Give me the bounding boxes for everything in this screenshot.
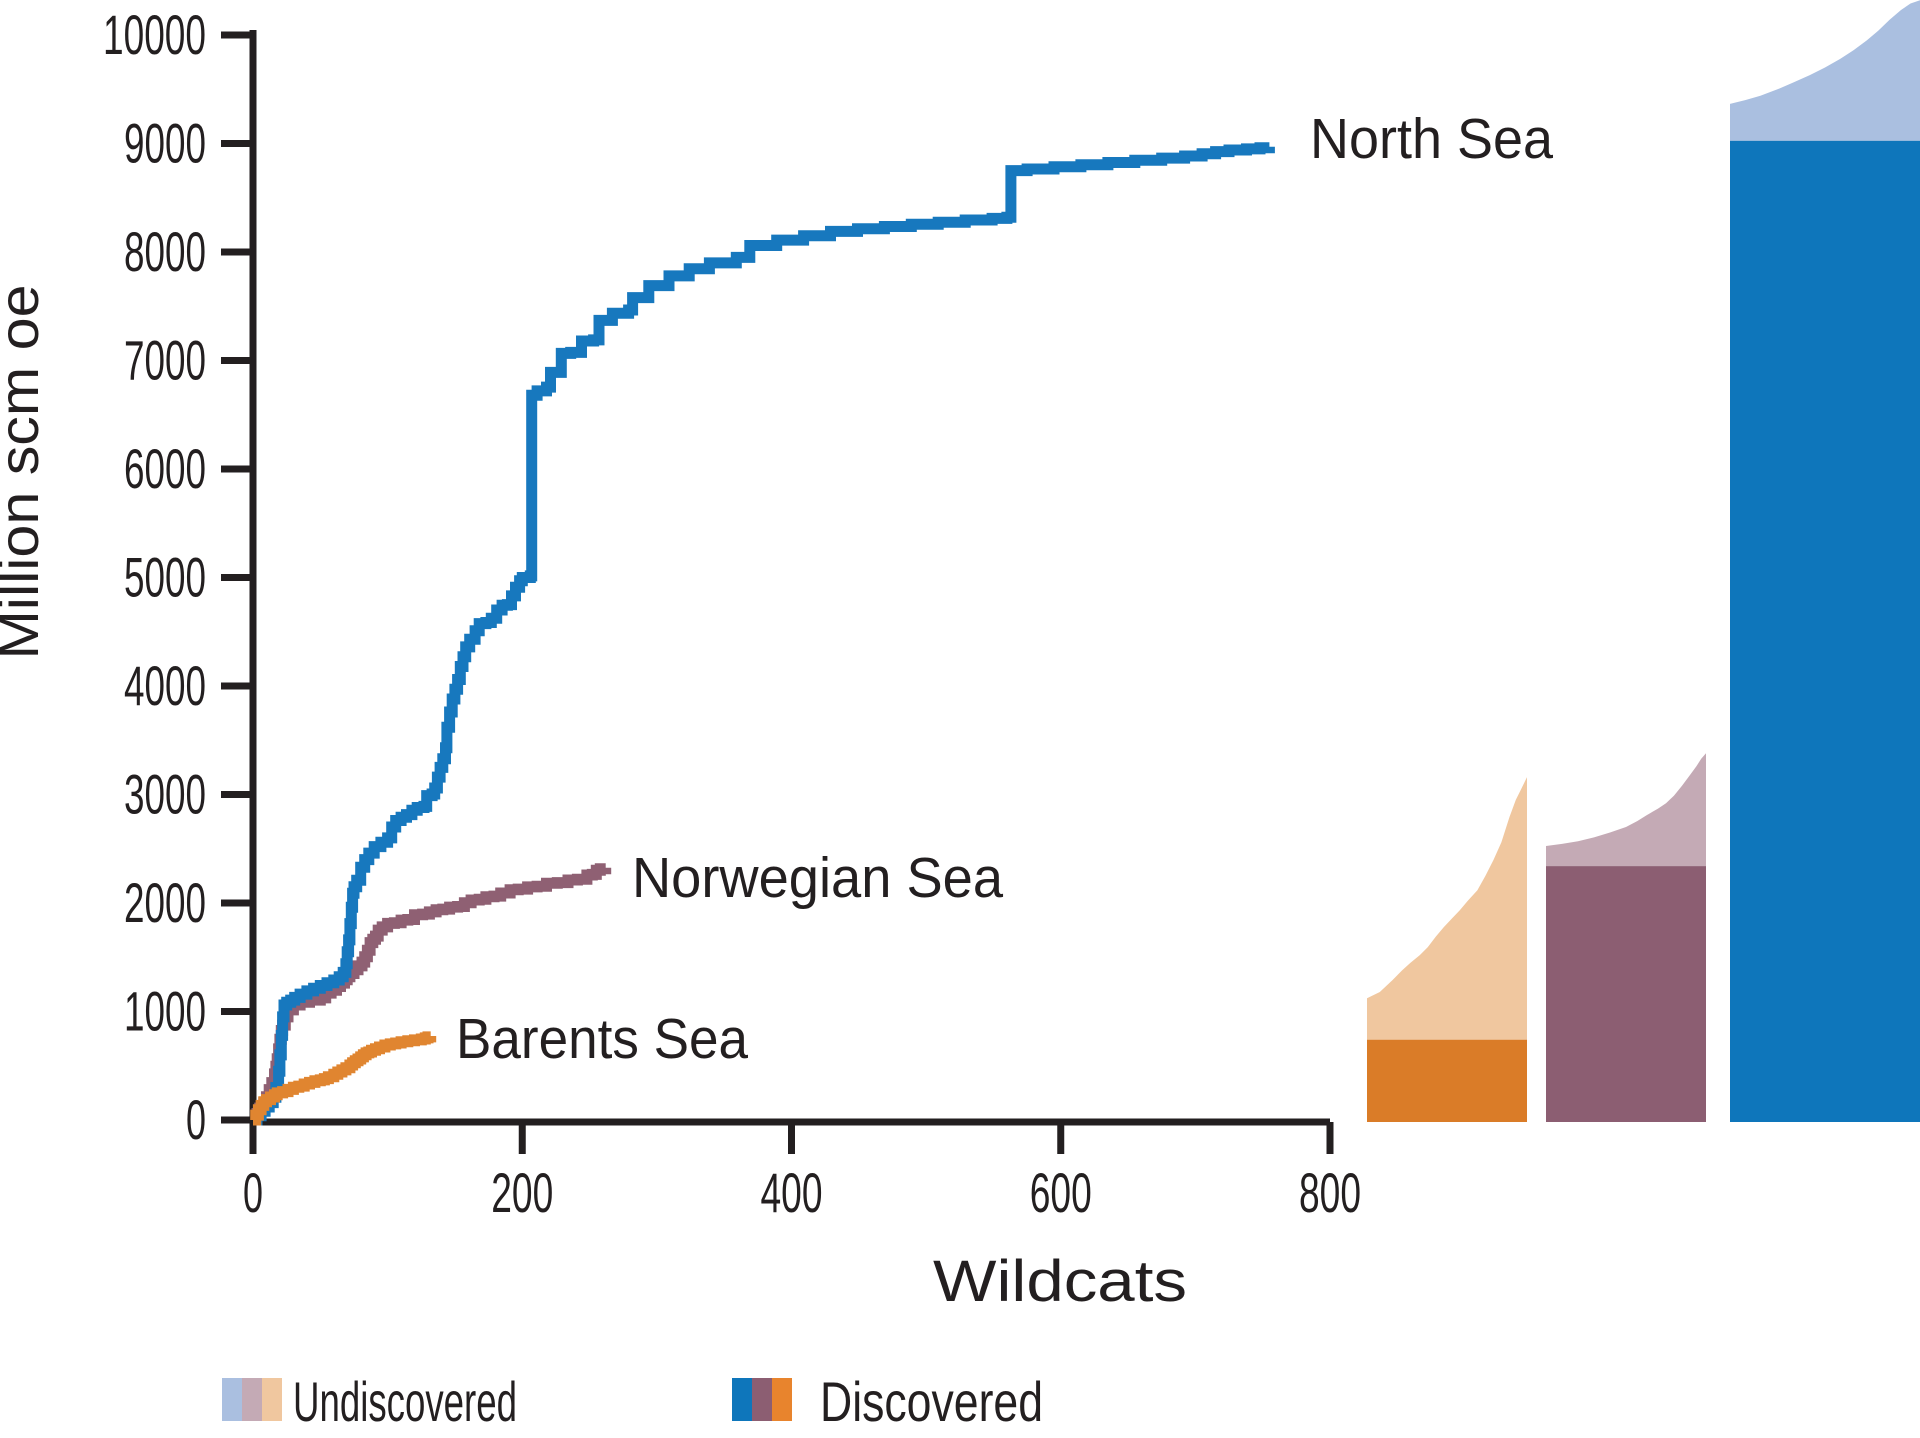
legend-swatch-discovered-stripe-0 — [732, 1378, 752, 1421]
series-label-north-sea: North Sea — [1310, 107, 1553, 171]
x-tick-label: 200 — [491, 1161, 553, 1224]
y-tick-label: 8000 — [124, 220, 206, 283]
x-tick-label: 600 — [1030, 1161, 1092, 1224]
series-north-sea-line — [251, 142, 1275, 1126]
y-tick-label: 4000 — [124, 654, 206, 717]
x-axis-title: Wildcats — [933, 1249, 1187, 1314]
bar-north-sea-discovered — [1730, 140, 1920, 1123]
x-tick-label: 0 — [243, 1161, 263, 1224]
legend-swatch-undiscovered-stripe-0 — [222, 1378, 242, 1421]
legend-swatch-undiscovered-stripe-1 — [242, 1378, 262, 1421]
series-label-norwegian-sea: Norwegian Sea — [632, 846, 1003, 910]
x-tick-label: 400 — [761, 1161, 823, 1224]
bar-north-sea-undiscovered — [1730, 0, 1920, 141]
y-tick-label: 6000 — [124, 437, 206, 500]
y-tick-label: 10000 — [103, 3, 206, 66]
bar-barents-sea-discovered — [1367, 1039, 1527, 1122]
y-tick-label: 7000 — [124, 329, 206, 392]
series-barents-sea-line — [250, 1031, 437, 1126]
y-tick-label: 5000 — [124, 546, 206, 609]
legend-swatch-undiscovered-stripe-2 — [262, 1378, 282, 1421]
legend-swatch-discovered-stripe-2 — [772, 1378, 792, 1421]
y-tick-label: 2000 — [124, 871, 206, 934]
legend-label-undiscovered: Undiscovered — [293, 1370, 517, 1433]
legend-swatch-discovered-stripe-1 — [752, 1378, 772, 1421]
legend-label-discovered: Discovered — [820, 1370, 1043, 1433]
bar-norwegian-sea-undiscovered — [1546, 753, 1706, 867]
series-label-barents-sea: Barents Sea — [456, 1007, 748, 1071]
y-tick-label: 9000 — [124, 112, 206, 175]
y-tick-label: 0 — [186, 1088, 206, 1151]
y-axis-title: Million scm oe — [0, 285, 50, 660]
x-tick-label: 800 — [1299, 1161, 1361, 1224]
bar-barents-sea-undiscovered — [1367, 777, 1527, 1040]
y-tick-label: 1000 — [124, 980, 206, 1043]
y-tick-label: 3000 — [124, 763, 206, 826]
bar-norwegian-sea-discovered — [1546, 866, 1706, 1122]
